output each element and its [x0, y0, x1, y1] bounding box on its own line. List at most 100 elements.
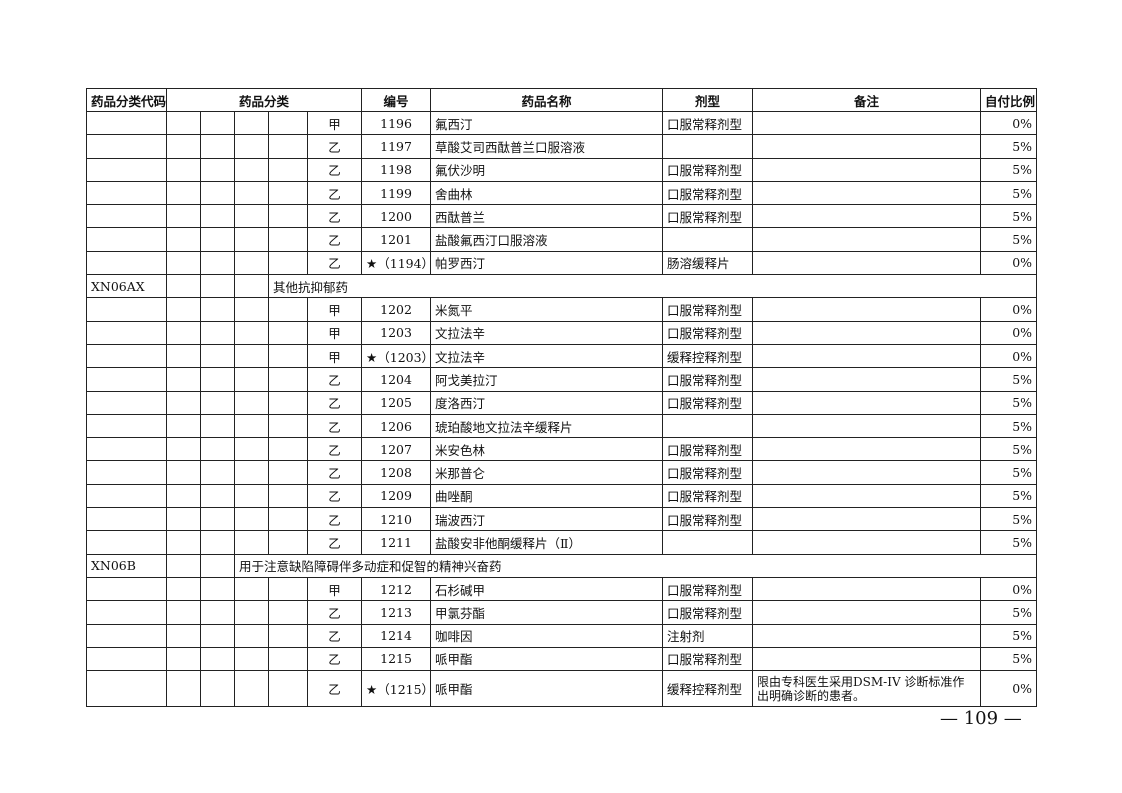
form-cell: 口服常释剂型	[662, 390, 754, 415]
note-cell	[752, 413, 982, 439]
note-cell	[752, 134, 982, 159]
grade-cell: 乙	[306, 460, 363, 485]
form-cell: 口服常释剂型	[662, 320, 754, 345]
number-cell: 1200	[361, 204, 432, 229]
note-cell	[752, 437, 982, 462]
note-cell	[752, 110, 982, 136]
code-cell	[86, 646, 167, 672]
note-cell: 限由专科医生采用DSM-IV 诊断标准作出明确诊断的患者。	[752, 670, 982, 708]
ratio-cell: 5%	[980, 437, 1038, 462]
table-row: 甲 1203 文拉法辛 口服常释剂型 0%	[86, 320, 1038, 345]
code-cell	[86, 320, 167, 345]
empty-cell	[234, 134, 269, 159]
empty-cell	[166, 367, 201, 392]
empty-cell	[268, 437, 308, 462]
category-row: XN06B 用于注意缺陷障碍伴多动症和促智的精神兴奋药	[86, 553, 1038, 578]
ratio-cell: 5%	[980, 134, 1038, 159]
note-cell	[752, 343, 982, 369]
empty-cell	[200, 134, 235, 159]
form-cell: 口服常释剂型	[662, 483, 754, 509]
empty-cell	[166, 646, 201, 672]
drug-name-cell: 度洛西汀	[430, 390, 664, 415]
code-cell	[86, 110, 167, 136]
empty-cell	[268, 390, 308, 415]
drug-name-cell: 阿戈美拉汀	[430, 367, 664, 392]
drug-name-cell: 盐酸安非他酮缓释片（Ⅱ）	[430, 530, 664, 555]
empty-cell	[166, 460, 201, 485]
empty-cell	[166, 180, 201, 206]
code-cell	[86, 367, 167, 392]
code-cell	[86, 134, 167, 159]
empty-cell	[166, 320, 201, 345]
empty-cell	[234, 180, 269, 206]
empty-cell	[166, 297, 201, 322]
empty-cell	[268, 600, 308, 625]
empty-cell	[268, 297, 308, 322]
note-cell	[752, 507, 982, 532]
empty-cell	[166, 576, 201, 602]
form-cell: 肠溶缓释片	[662, 250, 754, 276]
note-cell	[752, 227, 982, 252]
ratio-cell: 5%	[980, 204, 1038, 229]
drug-name-cell: 瑞波西汀	[430, 507, 664, 532]
grade-cell: 甲	[306, 297, 363, 322]
grade-cell: 甲	[306, 320, 363, 345]
empty-cell	[200, 180, 235, 206]
table-row: 甲 1202 米氮平 口服常释剂型 0%	[86, 297, 1038, 322]
number-cell: ★（1194）	[361, 250, 432, 276]
ratio-cell: 5%	[980, 646, 1038, 672]
empty-cell	[234, 367, 269, 392]
empty-cell	[234, 413, 269, 439]
ratio-cell: 5%	[980, 227, 1038, 252]
code-cell	[86, 576, 167, 602]
form-cell: 注射剂	[662, 623, 754, 648]
empty-cell	[200, 320, 235, 345]
grade-cell: 乙	[306, 670, 363, 708]
ratio-cell: 5%	[980, 600, 1038, 625]
drug-name-cell: 哌甲酯	[430, 670, 664, 708]
table-row: 乙 1198 氟伏沙明 口服常释剂型 5%	[86, 157, 1038, 182]
empty-cell	[268, 157, 308, 182]
number-cell: 1210	[361, 507, 432, 532]
empty-cell	[268, 250, 308, 276]
form-cell: 缓释控释剂型	[662, 670, 754, 708]
ratio-cell: 5%	[980, 507, 1038, 532]
note-cell	[752, 460, 982, 485]
empty-cell	[200, 483, 235, 509]
ratio-cell: 5%	[980, 157, 1038, 182]
drug-name-cell: 文拉法辛	[430, 343, 664, 369]
note-cell	[752, 204, 982, 229]
form-cell: 口服常释剂型	[662, 367, 754, 392]
ratio-cell: 5%	[980, 530, 1038, 555]
grade-cell: 乙	[306, 367, 363, 392]
ratio-cell: 5%	[980, 367, 1038, 392]
code-cell	[86, 460, 167, 485]
note-cell	[752, 600, 982, 625]
number-cell: 1208	[361, 460, 432, 485]
empty-cell	[234, 320, 269, 345]
table-row: 乙 1205 度洛西汀 口服常释剂型 5%	[86, 390, 1038, 415]
empty-cell	[234, 204, 269, 229]
empty-cell	[166, 390, 201, 415]
grade-cell: 乙	[306, 623, 363, 648]
empty-cell	[200, 367, 235, 392]
empty-cell	[234, 343, 269, 369]
empty-cell	[200, 204, 235, 229]
drug-name-cell: 米氮平	[430, 297, 664, 322]
drug-name-cell: 咖啡因	[430, 623, 664, 648]
form-cell: 口服常释剂型	[662, 180, 754, 206]
form-cell: 口服常释剂型	[662, 110, 754, 136]
empty-cell	[268, 110, 308, 136]
empty-cell	[200, 553, 235, 578]
empty-cell	[234, 157, 269, 182]
drug-name-cell: 米那普仑	[430, 460, 664, 485]
code-cell	[86, 204, 167, 229]
category-code: XN06AX	[86, 274, 167, 299]
empty-cell	[200, 646, 235, 672]
number-cell: 1207	[361, 437, 432, 462]
grade-cell: 乙	[306, 507, 363, 532]
table-row: 乙 1211 盐酸安非他酮缓释片（Ⅱ） 5%	[86, 530, 1038, 555]
empty-cell	[200, 227, 235, 252]
table-row: 甲 1196 氟西汀 口服常释剂型 0%	[86, 110, 1038, 136]
drug-name-cell: 哌甲酯	[430, 646, 664, 672]
